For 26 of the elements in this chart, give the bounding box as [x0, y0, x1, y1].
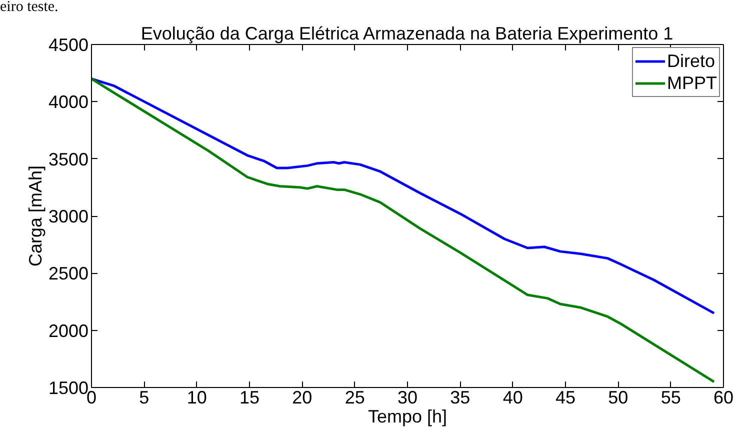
- x-tick-label: 25: [344, 388, 365, 408]
- legend-label: Direto: [666, 50, 715, 72]
- chart-title: Evolução da Carga Elétrica Armazenada na Bateria Experimento 1: [140, 24, 674, 44]
- x-tick-label: 50: [608, 388, 628, 408]
- x-tick-label: 5: [139, 388, 150, 408]
- x-tick-label: 35: [450, 388, 470, 408]
- x-tick-label: 10: [186, 388, 207, 408]
- legend-label: MPPT: [666, 72, 717, 94]
- x-tick-label: 30: [397, 388, 418, 408]
- line-series: [92, 78, 716, 314]
- y-axis-title: Carga [mAh]: [25, 165, 46, 267]
- x-tick-label: 20: [292, 388, 312, 408]
- y-tick-label: 3000: [48, 206, 89, 226]
- x-tick-label: 55: [660, 388, 681, 408]
- x-axis-title: Tempo [h]: [368, 406, 448, 426]
- text: eiro teste.: [0, 0, 58, 15]
- y-tick-label: 4000: [48, 92, 89, 112]
- x-tick-label: 45: [555, 388, 576, 408]
- y-tick-label: 2500: [48, 264, 89, 284]
- x-tick-label: 40: [502, 388, 523, 408]
- x-tick-label: 60: [713, 388, 734, 408]
- y-tick-label: 3500: [48, 149, 89, 170]
- x-tick-label: 15: [239, 388, 260, 408]
- y-tick-label: 2000: [48, 320, 89, 341]
- line-series: [92, 78, 716, 384]
- y-tick-label: 4500: [48, 35, 89, 55]
